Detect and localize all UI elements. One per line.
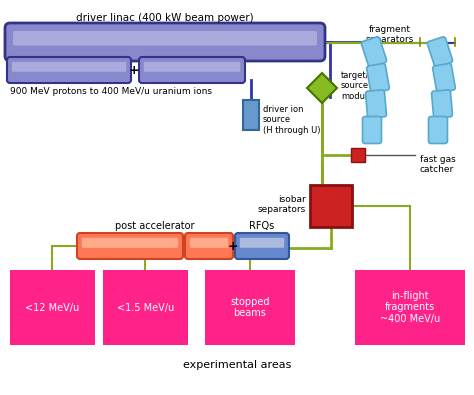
Text: stopped
beams: stopped beams [230,297,270,318]
FancyBboxPatch shape [367,64,389,92]
Text: +: + [228,239,238,252]
Text: <12 MeV/u: <12 MeV/u [26,303,80,312]
FancyBboxPatch shape [428,37,453,67]
FancyBboxPatch shape [205,270,295,345]
FancyBboxPatch shape [351,148,365,162]
Text: isobar
separators: isobar separators [258,195,306,214]
FancyBboxPatch shape [243,100,259,130]
FancyBboxPatch shape [7,57,131,83]
FancyBboxPatch shape [428,117,447,143]
FancyBboxPatch shape [13,31,317,46]
FancyBboxPatch shape [363,117,382,143]
Text: fragment
separators: fragment separators [366,25,414,44]
Text: fast gas
catcher: fast gas catcher [420,155,456,175]
Text: target/ion
source
modules: target/ion source modules [341,71,383,101]
Text: <1.5 MeV/u: <1.5 MeV/u [117,303,174,312]
FancyBboxPatch shape [310,185,352,227]
FancyBboxPatch shape [235,233,289,259]
FancyBboxPatch shape [139,57,245,83]
Text: 900 MeV protons to 400 MeV/u uranium ions: 900 MeV protons to 400 MeV/u uranium ion… [10,87,212,96]
FancyBboxPatch shape [144,62,240,72]
Text: post accelerator: post accelerator [115,221,195,231]
Text: driver linac (400 kW beam power): driver linac (400 kW beam power) [76,13,254,23]
Text: RFQs: RFQs [249,221,274,231]
Text: experimental areas: experimental areas [183,360,291,370]
FancyBboxPatch shape [82,238,178,248]
Text: +: + [128,64,139,77]
FancyBboxPatch shape [12,62,126,72]
FancyBboxPatch shape [240,238,284,248]
FancyBboxPatch shape [433,64,456,92]
FancyBboxPatch shape [185,233,233,259]
FancyBboxPatch shape [103,270,188,345]
FancyBboxPatch shape [190,238,228,248]
FancyBboxPatch shape [10,270,95,345]
FancyBboxPatch shape [355,270,465,345]
FancyBboxPatch shape [77,233,183,259]
Text: driver ion
source
(H through U): driver ion source (H through U) [263,105,320,135]
FancyBboxPatch shape [431,90,453,118]
FancyBboxPatch shape [365,90,386,118]
FancyBboxPatch shape [5,23,325,61]
Polygon shape [307,73,337,103]
Text: in-flight
fragments
~400 MeV/u: in-flight fragments ~400 MeV/u [380,291,440,324]
FancyBboxPatch shape [361,37,387,67]
